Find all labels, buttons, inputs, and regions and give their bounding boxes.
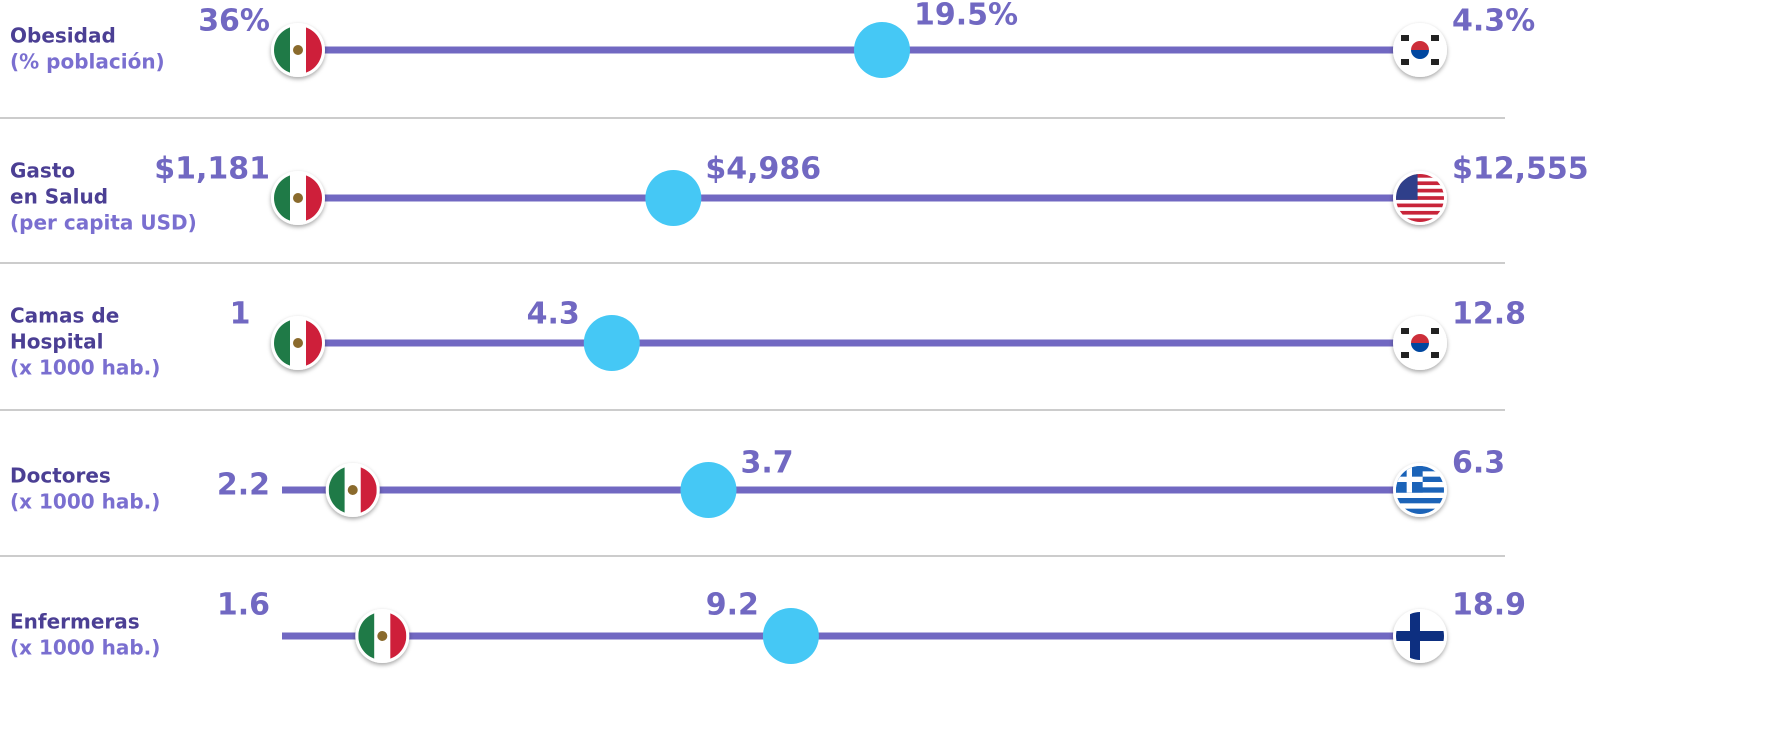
flag-cross-v [1406, 466, 1412, 493]
flag-cross-v [1410, 612, 1420, 660]
max-label: $12,555 [1452, 152, 1589, 187]
flag-trigram [1401, 59, 1409, 65]
flag-stripe [1396, 508, 1444, 514]
flag-trigram [1401, 35, 1409, 41]
flag [271, 171, 325, 225]
average-dot [854, 22, 911, 78]
avg-label: 3.7 [740, 446, 793, 481]
average-dot [762, 608, 819, 664]
flag [271, 316, 325, 370]
flag-stripe [1396, 192, 1444, 197]
row-label: Enfermeras [10, 610, 140, 634]
flag [1393, 463, 1447, 517]
flag-body [358, 612, 407, 660]
flag [1393, 23, 1447, 77]
flag-red [360, 466, 377, 514]
row-label: en Salud [10, 185, 108, 209]
flag-trigram [1401, 352, 1409, 358]
flag-blue [1411, 343, 1429, 352]
flag-red [306, 174, 322, 222]
flag-trigram [1431, 328, 1439, 334]
flag-stripe [1396, 177, 1444, 182]
flag-emblem [377, 631, 388, 641]
flag-body [274, 26, 322, 74]
flag [1393, 316, 1447, 370]
flag-red [390, 612, 407, 660]
flag-stripe [1396, 181, 1444, 186]
flag-stripe [1396, 185, 1444, 190]
flag-body [1396, 26, 1444, 74]
flag-red [1411, 41, 1429, 50]
flag-stripe [1396, 498, 1444, 504]
flag-trigram [1431, 59, 1439, 65]
row-label: Camas de [10, 304, 119, 328]
flag-stripe [1396, 218, 1444, 222]
row-label: Obesidad [10, 24, 116, 48]
flag-body [1396, 466, 1444, 514]
flag-emblem [293, 338, 303, 348]
max-label: 6.3 [1452, 446, 1505, 481]
flag-trigram [1401, 328, 1409, 334]
flag-stripe [1396, 503, 1444, 510]
average-dot [645, 170, 702, 226]
max-label: 18.9 [1452, 588, 1526, 623]
max-label: 12.8 [1452, 297, 1526, 332]
flag-stripe [1396, 210, 1444, 216]
flag-body [328, 466, 377, 514]
row-sublabel: (x 1000 hab.) [10, 356, 160, 380]
flag-red [306, 319, 322, 367]
average-dot [583, 315, 640, 371]
flag-green [274, 26, 290, 74]
avg-label: 19.5% [914, 0, 1018, 33]
flag-body [274, 174, 322, 222]
avg-label: $4,986 [705, 152, 821, 187]
flag-green [274, 174, 290, 222]
avg-label: 4.3 [527, 297, 580, 332]
flag-trigram [1431, 35, 1439, 41]
row-sublabel: (x 1000 hab.) [10, 490, 160, 514]
flag-red [1411, 334, 1429, 343]
row-sublabel: (% población) [10, 50, 165, 74]
min-label: 36% [198, 4, 270, 39]
row-label: Gasto [10, 159, 75, 183]
row-label: Hospital [10, 330, 103, 354]
flag [355, 609, 410, 663]
flag-stripe [1396, 207, 1444, 212]
flag-stripe [1396, 199, 1444, 205]
flag-stripe [1396, 196, 1444, 201]
row-sublabel: (x 1000 hab.) [10, 636, 160, 660]
flag [1393, 171, 1447, 225]
min-label: 1 [230, 297, 251, 332]
flag-trigram [1431, 352, 1439, 358]
flag [271, 23, 325, 77]
flag-stripe [1396, 188, 1444, 193]
flag-blue [1411, 50, 1429, 59]
flag [325, 463, 380, 517]
avg-label: 9.2 [706, 588, 759, 623]
flag-emblem [347, 485, 358, 495]
flag-green [358, 612, 375, 660]
row-sublabel: (per capita USD) [10, 211, 197, 235]
flag-red [306, 26, 322, 74]
flag-stripe [1396, 203, 1444, 208]
flag-stripe [1396, 174, 1444, 179]
flag-body [1396, 612, 1444, 660]
max-label: 4.3% [1452, 4, 1535, 39]
flag-green [328, 466, 345, 514]
min-label: $1,181 [154, 152, 270, 187]
flag-emblem [293, 193, 303, 203]
row-label: Doctores [10, 464, 111, 488]
flag [1393, 609, 1447, 663]
flag-green [274, 319, 290, 367]
flag-emblem [293, 45, 303, 55]
average-dot [680, 462, 737, 518]
flag-stripe [1396, 492, 1444, 499]
min-label: 1.6 [217, 588, 270, 623]
flag-body [1396, 319, 1444, 367]
flag-stripe [1396, 214, 1444, 219]
min-label: 2.2 [217, 468, 270, 503]
flag-body [274, 319, 322, 367]
